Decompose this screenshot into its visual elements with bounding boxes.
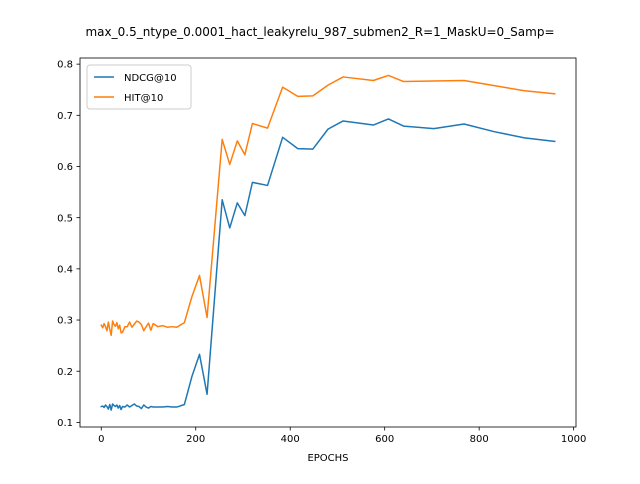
- legend: NDCG@10 HIT@10: [86, 64, 192, 110]
- y-tick-label: 0.5: [57, 213, 73, 224]
- legend-box: [86, 64, 192, 110]
- y-tick-label: 0.2: [57, 367, 73, 378]
- x-tick-label: 600: [375, 434, 394, 445]
- legend-label-hit: HIT@10: [124, 93, 163, 104]
- series-layer: [100, 74, 556, 411]
- series-line-ndcg-10: [100, 118, 556, 411]
- y-tick-label: 0.3: [57, 316, 73, 327]
- x-axis-ticks: 0 200 400 600 800 1000: [98, 427, 586, 445]
- y-tick-label: 0.4: [57, 264, 73, 275]
- x-tick-label: 800: [470, 434, 489, 445]
- y-tick-label: 0.7: [57, 111, 73, 122]
- series-line-hit-10: [100, 74, 556, 337]
- chart-title: max_0.5_ntype_0.0001_hact_leakyrelu_987_…: [85, 25, 554, 39]
- y-tick-label: 0.8: [57, 60, 73, 71]
- plot-frame: [79, 57, 577, 428]
- y-axis-ticks: 0.1 0.2 0.3 0.4 0.5 0.6 0.7 0.8: [57, 60, 80, 429]
- x-tick-label: 0: [98, 434, 104, 445]
- legend-label-ndcg: NDCG@10: [124, 73, 177, 84]
- y-tick-label: 0.6: [57, 162, 73, 173]
- plot-area: [80, 58, 576, 427]
- x-tick-label: 400: [281, 434, 300, 445]
- x-axis-label: EPOCHS: [307, 453, 348, 464]
- x-tick-label: 200: [186, 434, 205, 445]
- x-tick-label: 1000: [561, 434, 586, 445]
- y-tick-label: 0.1: [57, 418, 73, 429]
